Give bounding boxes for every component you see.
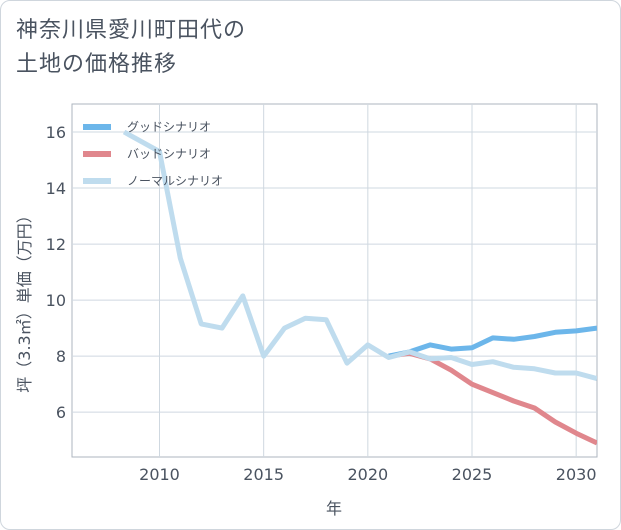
- x-tick-label-4: 2030: [556, 465, 597, 484]
- x-tick-label-2: 2020: [347, 465, 388, 484]
- chart-title: 神奈川県愛川町田代の 土地の価格推移: [16, 14, 246, 82]
- chart-title-line-1: 神奈川県愛川町田代の: [16, 18, 247, 43]
- y-tick-label-3: 12: [46, 235, 66, 254]
- chart-title-line-2: 土地の価格推移: [16, 52, 178, 77]
- x-tick-label-0: 2010: [139, 465, 180, 484]
- legend-label-2: ノーマルシナリオ: [127, 174, 223, 188]
- legend-label-1: バッドシナリオ: [127, 147, 211, 161]
- x-axis-label: 年: [326, 499, 342, 518]
- x-tick-label-1: 2015: [243, 465, 284, 484]
- y-tick-label-1: 8: [56, 347, 66, 366]
- y-tick-labels: 6 8 10 12 14 16: [46, 123, 66, 422]
- grid: [72, 104, 597, 457]
- series-lines: [122, 129, 597, 446]
- series-line-0: [388, 325, 597, 359]
- y-tick-label-5: 16: [46, 123, 66, 142]
- legend-label-0: グッドシナリオ: [127, 120, 211, 134]
- y-axis-label: 坪（3.3㎡）単価（万円）: [15, 207, 34, 392]
- y-tick-label-4: 14: [46, 179, 66, 198]
- x-tick-label-3: 2025: [452, 465, 493, 484]
- series-line-2: [122, 129, 597, 382]
- y-tick-label-0: 6: [56, 403, 66, 422]
- y-tick-label-2: 10: [46, 291, 66, 310]
- x-tick-labels: 2010 2015 2020 2025 2030: [139, 465, 596, 484]
